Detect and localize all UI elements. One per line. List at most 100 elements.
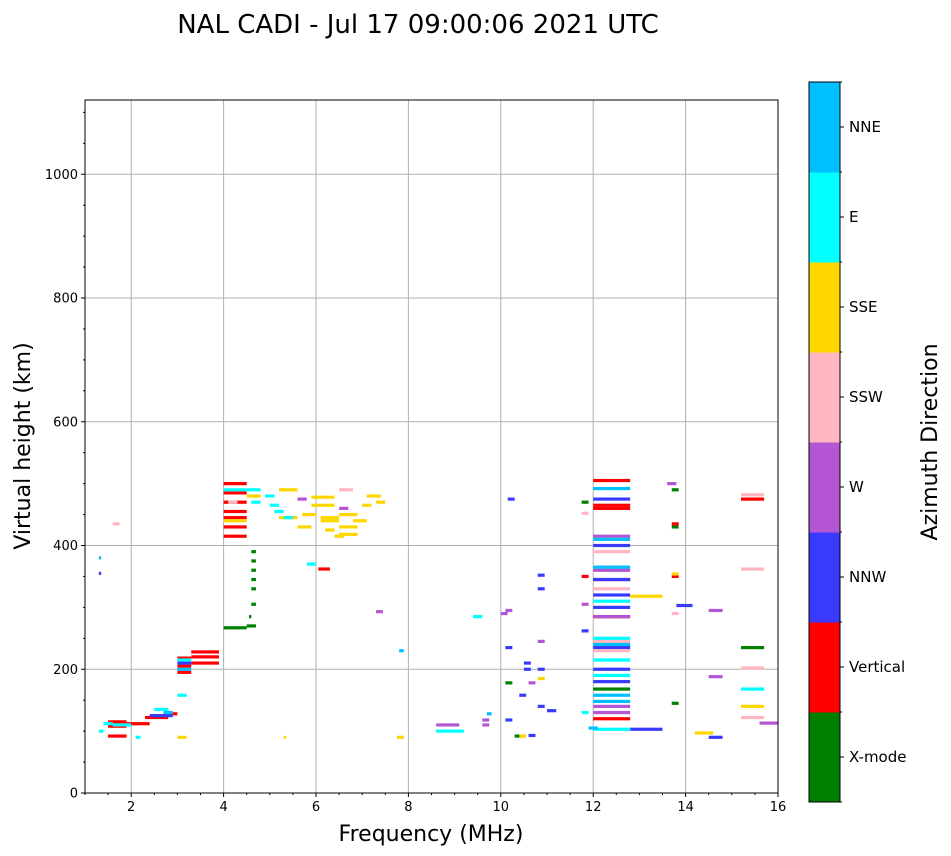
echo-mark xyxy=(283,735,286,739)
echo-mark xyxy=(246,488,261,492)
echo-mark xyxy=(741,567,765,571)
echo-mark xyxy=(325,528,335,532)
echo-mark xyxy=(537,639,545,644)
echo-mark xyxy=(135,735,141,739)
echo-mark xyxy=(486,712,492,716)
colorbar-swatch xyxy=(809,82,840,173)
echo-mark xyxy=(339,512,358,517)
echo-mark xyxy=(223,509,247,514)
y-tick-label: 0 xyxy=(70,787,78,802)
echo-mark xyxy=(177,670,192,674)
echo-mark xyxy=(318,567,330,571)
echo-mark xyxy=(98,556,102,560)
colorbar-tick-label: NNE xyxy=(849,118,881,136)
colorbar-swatch xyxy=(809,352,840,443)
colorbar-swatch xyxy=(809,532,840,623)
x-tick-label: 8 xyxy=(404,800,412,815)
echo-mark xyxy=(505,718,513,722)
echo-mark xyxy=(667,482,677,486)
y-tick-label: 600 xyxy=(53,415,78,430)
echo-mark xyxy=(593,503,631,507)
echo-mark xyxy=(593,568,631,572)
echo-mark xyxy=(593,565,631,569)
echo-mark xyxy=(302,512,316,517)
echo-mark xyxy=(581,500,589,504)
echo-mark xyxy=(251,500,261,504)
echo-mark xyxy=(311,503,335,507)
echo-mark xyxy=(593,639,631,644)
echo-mark xyxy=(251,550,256,554)
echo-mark xyxy=(593,658,631,662)
plot-area: 2 4 6 8 10 12 14 16 0 200 400 600 800 1000 xyxy=(45,99,786,815)
echo-mark xyxy=(154,707,169,712)
echo-mark xyxy=(593,693,631,697)
axis-ticks: 2 4 6 8 10 12 14 16 0 200 400 600 800 1000 xyxy=(45,111,786,815)
echo-mark xyxy=(251,602,256,606)
echo-mark xyxy=(112,723,132,727)
echo-mark xyxy=(320,519,340,523)
echo-mark xyxy=(537,667,545,671)
series-x-mode xyxy=(223,488,765,738)
colorbar-swatch xyxy=(809,622,840,713)
echo-mark xyxy=(708,675,723,679)
echo-mark xyxy=(339,525,358,529)
echo-mark xyxy=(593,615,631,619)
echo-mark xyxy=(537,587,545,591)
echo-mark xyxy=(177,661,192,665)
echo-mark xyxy=(741,666,765,670)
echo-mark xyxy=(251,577,256,582)
echo-mark xyxy=(593,543,631,548)
echo-mark xyxy=(581,710,589,715)
echo-mark xyxy=(297,525,312,529)
echo-mark xyxy=(581,629,589,633)
echo-mark xyxy=(593,537,631,541)
colorbar-tick-label: W xyxy=(849,478,864,496)
echo-mark xyxy=(593,577,631,582)
echo-mark xyxy=(630,594,663,598)
x-tick-label: 4 xyxy=(219,800,227,815)
echo-mark xyxy=(177,735,187,739)
echo-mark xyxy=(366,494,381,498)
echo-mark xyxy=(500,611,508,616)
echo-mark xyxy=(523,667,531,671)
echo-mark xyxy=(223,491,247,495)
echo-mark xyxy=(339,506,349,510)
echo-mark xyxy=(177,664,192,668)
y-tick-label: 1000 xyxy=(45,168,78,183)
series-sse xyxy=(177,488,765,739)
echo-mark xyxy=(436,729,464,733)
colorbar-tick-label: Vertical xyxy=(849,658,905,676)
echo-mark xyxy=(473,615,483,619)
echo-mark xyxy=(163,710,173,715)
echo-mark xyxy=(352,519,367,523)
echo-mark xyxy=(191,661,219,665)
echo-mark xyxy=(320,516,340,520)
echo-mark xyxy=(593,645,631,650)
echo-mark xyxy=(593,687,631,691)
echo-mark xyxy=(708,608,723,613)
echo-mark xyxy=(588,726,598,730)
echo-mark xyxy=(145,715,169,720)
echo-mark xyxy=(593,680,631,684)
echo-mark xyxy=(519,734,527,738)
echo-mark xyxy=(741,687,765,691)
echo-mark xyxy=(593,673,631,678)
echo-mark xyxy=(741,493,765,497)
echo-mark xyxy=(223,534,247,538)
y-tick-label: 400 xyxy=(53,539,78,554)
echo-mark xyxy=(507,497,515,501)
x-axis-label: Frequency (MHz) xyxy=(339,822,524,847)
y-axis-label: Virtual height (km) xyxy=(11,342,36,549)
echo-mark xyxy=(274,509,284,514)
echo-mark xyxy=(376,500,386,504)
echo-mark xyxy=(103,722,113,726)
echo-mark xyxy=(334,534,344,538)
echo-mark xyxy=(741,704,765,708)
echo-mark xyxy=(112,522,120,526)
echo-mark xyxy=(311,495,335,499)
echo-mark xyxy=(505,681,513,685)
echo-mark xyxy=(376,610,383,614)
echo-mark xyxy=(297,497,307,501)
echo-mark xyxy=(246,624,256,628)
echo-mark xyxy=(519,693,527,697)
